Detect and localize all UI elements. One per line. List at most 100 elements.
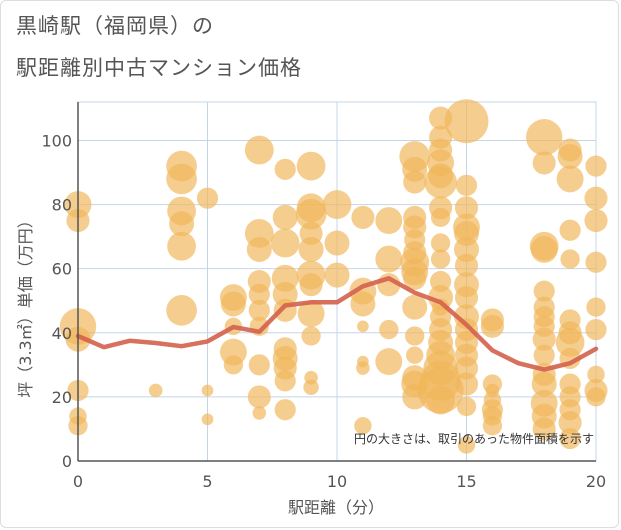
data-bubble	[296, 151, 326, 181]
data-bubble	[298, 236, 324, 262]
x-axis-label: 駅距離（分）	[288, 498, 384, 517]
x-tick-label: 0	[73, 472, 83, 491]
data-bubble	[556, 165, 584, 193]
data-bubble	[457, 436, 476, 454]
data-bubble	[533, 280, 555, 302]
data-bubble	[356, 361, 370, 375]
data-bubble	[454, 356, 479, 380]
data-bubble	[274, 158, 296, 180]
y-axis-label: 坪（3.3㎡）単価（万円）	[16, 212, 35, 397]
data-bubble	[424, 165, 457, 199]
data-bubble	[558, 410, 582, 435]
data-bubble	[587, 365, 605, 384]
data-bubble	[586, 387, 606, 407]
data-bubble	[274, 370, 296, 392]
y-tick-label: 0	[62, 452, 72, 471]
y-tick-label: 80	[52, 196, 72, 215]
data-bubble	[166, 294, 197, 326]
data-bubble	[403, 170, 427, 194]
data-bubble	[375, 207, 403, 235]
data-bubble	[350, 291, 376, 317]
data-bubble	[220, 291, 246, 317]
data-bubble	[555, 328, 585, 357]
chart-title-line1: 黒崎駅（福岡県）の	[16, 14, 214, 38]
bubble-size-note: 円の大きさは、取引のあった物件面積を示す	[354, 431, 594, 446]
data-bubble	[375, 348, 403, 376]
data-bubble	[402, 294, 428, 320]
y-tick-label: 100	[41, 131, 72, 150]
data-bubble	[201, 413, 214, 426]
data-bubble	[559, 219, 581, 241]
data-bubble	[557, 143, 583, 169]
data-bubble	[324, 262, 350, 288]
data-bubble	[559, 427, 581, 450]
data-bubble	[455, 174, 478, 196]
data-bubble	[246, 236, 272, 262]
data-bubble	[406, 346, 424, 364]
trend-line-layer	[75, 276, 599, 372]
data-bubble	[295, 198, 327, 230]
data-bubble	[532, 151, 556, 175]
data-bubble	[270, 228, 300, 258]
data-bubble	[248, 299, 270, 321]
data-bubble	[169, 211, 195, 237]
data-bubble	[531, 371, 557, 397]
data-bubble	[480, 314, 504, 338]
data-bubble	[274, 399, 296, 421]
data-bubble	[454, 285, 479, 310]
data-bubble	[403, 266, 427, 290]
data-bubble	[430, 207, 451, 228]
data-bubble	[426, 385, 455, 415]
data-bubble	[454, 196, 479, 220]
data-bubble	[196, 187, 219, 209]
data-bubble	[530, 235, 558, 263]
data-bubble	[454, 372, 479, 396]
data-bubble	[585, 251, 607, 273]
data-bubble	[299, 273, 323, 297]
data-bubble	[430, 249, 451, 269]
data-bubble	[354, 417, 372, 435]
data-bubble	[303, 379, 319, 396]
data-bubble	[454, 253, 479, 278]
data-bubble	[375, 245, 403, 273]
data-bubble	[357, 320, 369, 333]
data-bubble	[585, 318, 607, 341]
data-bubble	[301, 326, 321, 346]
data-bubble	[586, 297, 606, 317]
x-tick-label: 15	[456, 472, 476, 491]
data-bubble	[584, 186, 608, 210]
data-bubble	[324, 230, 350, 256]
data-bubble	[430, 233, 451, 253]
data-bubble	[252, 406, 267, 420]
data-bubble	[405, 326, 425, 346]
data-bubble	[248, 283, 270, 305]
y-tick-label: 20	[52, 388, 72, 407]
data-bubble	[585, 155, 607, 177]
average-price-line	[75, 276, 599, 372]
data-bubble	[272, 204, 298, 230]
data-bubble	[351, 205, 375, 229]
data-bubble	[526, 119, 563, 156]
data-bubble	[456, 396, 477, 417]
axis-layer: 0 5 10 15 20 0 20 40 60 80 100	[41, 102, 606, 491]
y-tick-label: 40	[52, 324, 72, 343]
data-bubble	[482, 416, 503, 436]
data-bubble	[223, 355, 244, 375]
data-bubble	[454, 236, 479, 262]
data-bubble	[148, 383, 163, 398]
bubble-layer	[59, 99, 608, 454]
x-tick-label: 5	[202, 472, 212, 491]
x-tick-label: 20	[586, 472, 606, 491]
data-bubble	[244, 135, 274, 165]
data-bubble	[248, 354, 270, 376]
data-bubble	[297, 300, 325, 328]
data-bubble	[272, 281, 298, 307]
data-bubble	[584, 209, 608, 233]
data-bubble	[167, 231, 197, 261]
data-bubble	[444, 99, 489, 144]
data-bubble	[532, 327, 556, 351]
data-bubble	[201, 384, 214, 397]
data-bubble	[247, 385, 271, 409]
